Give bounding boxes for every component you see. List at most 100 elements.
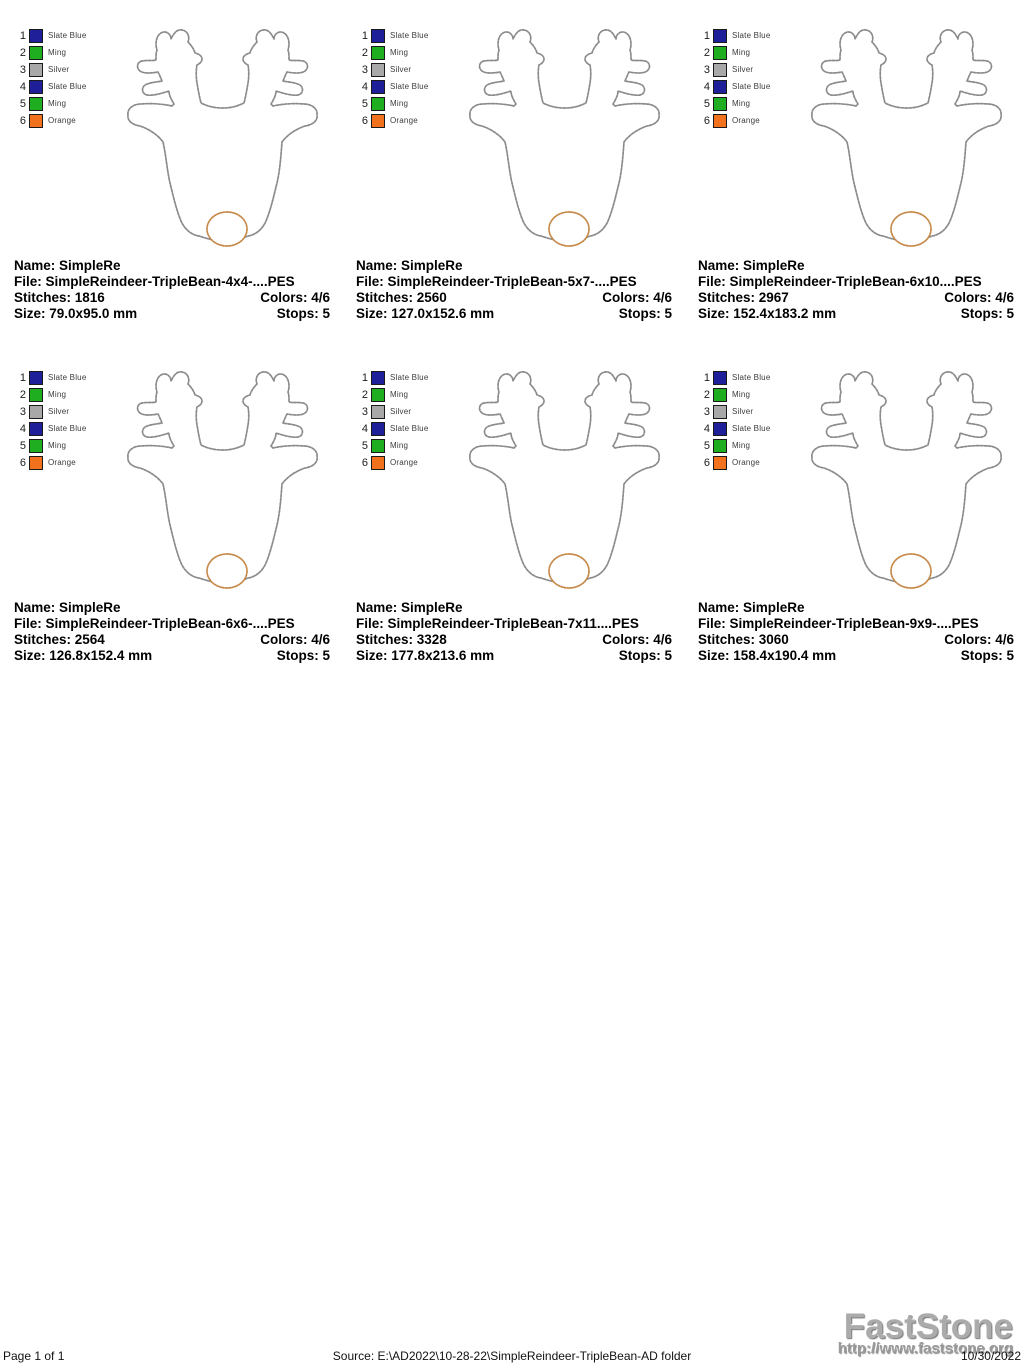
name-label: Name: <box>356 600 398 615</box>
design-preview-cell: 1 Slate Blue 2 Ming 3 Silver 4 Slate Blu… <box>698 27 1014 343</box>
legend-color-name: Ming <box>732 99 751 108</box>
legend-color-swatch <box>371 45 385 60</box>
colors-value: 4/6 <box>311 632 330 647</box>
legend-number: 3 <box>361 405 368 418</box>
stitches-value: 3328 <box>416 632 447 647</box>
legend-color-name: Ming <box>48 390 67 399</box>
legend-color-swatch <box>713 404 727 419</box>
legend-color-swatch <box>713 455 727 470</box>
stops-label: Stops: <box>960 648 1003 663</box>
legend-number: 4 <box>703 422 710 435</box>
design-file-value: SimpleReindeer-TripleBean-9x9-....PES <box>729 616 979 631</box>
stops-label: Stops: <box>276 648 319 663</box>
legend-color-swatch <box>713 96 727 111</box>
stops-value: 5 <box>664 306 672 321</box>
thread-color-legend: 1 Slate Blue 2 Ming 3 Silver 4 Slate Blu… <box>700 369 770 471</box>
colors-label: Colors: <box>602 290 650 305</box>
legend-number: 3 <box>361 63 368 76</box>
name-label: Name: <box>698 258 740 273</box>
legend-number: 2 <box>703 388 710 401</box>
legend-color-swatch <box>713 421 727 436</box>
design-file-line: File: SimpleReindeer-TripleBean-4x4-....… <box>14 274 330 290</box>
design-name-line: Name: SimpleRe <box>14 258 330 274</box>
stitches-value: 2560 <box>416 290 447 305</box>
legend-row: 4 Slate Blue <box>16 420 86 437</box>
legend-color-name: Ming <box>48 441 67 450</box>
legend-color-swatch <box>371 421 385 436</box>
legend-color-name: Slate Blue <box>732 31 771 40</box>
legend-color-swatch <box>371 62 385 77</box>
legend-color-swatch <box>29 421 43 436</box>
legend-color-name: Slate Blue <box>48 373 87 382</box>
legend-color-swatch <box>371 455 385 470</box>
reindeer-design-preview <box>467 25 663 253</box>
reindeer-outline-drawing <box>127 371 318 589</box>
legend-color-swatch <box>371 96 385 111</box>
legend-row: 5 Ming <box>16 95 86 112</box>
stops-value: 5 <box>1006 306 1014 321</box>
colors-label: Colors: <box>944 632 992 647</box>
legend-color-swatch <box>29 370 43 385</box>
legend-number: 4 <box>703 80 710 93</box>
colors-value: 4/6 <box>311 290 330 305</box>
stops-label: Stops: <box>960 306 1003 321</box>
size-stops-line: Size: 79.0x95.0 mm Stops: 5 <box>14 306 330 322</box>
legend-color-name: Silver <box>390 407 412 416</box>
design-name-value: SimpleRe <box>743 600 805 615</box>
stops-value: 5 <box>322 648 330 663</box>
legend-row: 1 Slate Blue <box>700 27 770 44</box>
file-label: File: <box>14 274 42 289</box>
size-value: 127.0x152.6 mm <box>391 306 495 321</box>
legend-number: 4 <box>19 80 26 93</box>
legend-number: 5 <box>361 97 368 110</box>
size-label: Size: <box>698 306 730 321</box>
legend-color-name: Slate Blue <box>390 31 429 40</box>
stitches-colors-line: Stitches: 2967 Colors: 4/6 <box>698 290 1014 306</box>
legend-number: 6 <box>361 456 368 469</box>
legend-color-swatch <box>713 28 727 43</box>
stops-value: 5 <box>1006 648 1014 663</box>
design-metadata: Name: SimpleRe File: SimpleReindeer-Trip… <box>698 258 1014 322</box>
legend-color-swatch <box>713 370 727 385</box>
legend-color-swatch <box>29 79 43 94</box>
legend-color-swatch <box>29 404 43 419</box>
colors-value: 4/6 <box>995 632 1014 647</box>
name-label: Name: <box>356 258 398 273</box>
size-stops-line: Size: 177.8x213.6 mm Stops: 5 <box>356 648 672 664</box>
legend-row: 4 Slate Blue <box>358 420 428 437</box>
name-label: Name: <box>698 600 740 615</box>
stitches-label: Stitches: <box>14 632 72 647</box>
thread-color-legend: 1 Slate Blue 2 Ming 3 Silver 4 Slate Blu… <box>700 27 770 129</box>
design-name-value: SimpleRe <box>401 258 463 273</box>
size-stops-line: Size: 126.8x152.4 mm Stops: 5 <box>14 648 330 664</box>
design-file-value: SimpleReindeer-TripleBean-7x11....PES <box>387 616 639 631</box>
legend-number: 2 <box>19 388 26 401</box>
legend-color-name: Silver <box>48 407 70 416</box>
legend-color-swatch <box>29 96 43 111</box>
legend-color-swatch <box>29 438 43 453</box>
legend-color-name: Ming <box>732 390 751 399</box>
design-name-line: Name: SimpleRe <box>698 600 1014 616</box>
stitches-label: Stitches: <box>14 290 72 305</box>
legend-color-swatch <box>371 438 385 453</box>
legend-row: 2 Ming <box>16 44 86 61</box>
legend-row: 6 Orange <box>16 454 86 471</box>
thread-color-legend: 1 Slate Blue 2 Ming 3 Silver 4 Slate Blu… <box>358 369 428 471</box>
size-label: Size: <box>14 648 46 663</box>
faststone-watermark-title: FastStone <box>843 1307 1013 1346</box>
stitches-label: Stitches: <box>698 632 756 647</box>
legend-number: 1 <box>19 29 26 42</box>
design-file-line: File: SimpleReindeer-TripleBean-5x7-....… <box>356 274 672 290</box>
legend-number: 3 <box>19 405 26 418</box>
design-metadata: Name: SimpleRe File: SimpleReindeer-Trip… <box>698 600 1014 664</box>
legend-color-swatch <box>29 62 43 77</box>
reindeer-design-preview <box>467 367 663 595</box>
colors-label: Colors: <box>602 632 650 647</box>
file-label: File: <box>14 616 42 631</box>
legend-color-name: Ming <box>48 48 67 57</box>
stitches-colors-line: Stitches: 3328 Colors: 4/6 <box>356 632 672 648</box>
legend-color-name: Slate Blue <box>390 424 429 433</box>
size-value: 177.8x213.6 mm <box>391 648 495 663</box>
stitches-value: 1816 <box>74 290 105 305</box>
legend-number: 3 <box>703 405 710 418</box>
